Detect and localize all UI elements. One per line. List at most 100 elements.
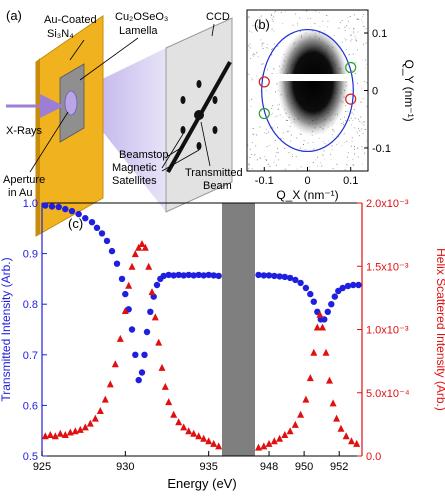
speckle-dot [297,24,298,26]
speckle-dot [360,19,362,21]
speckle-dot [345,111,347,112]
speckle-dot [351,89,353,91]
speckle-dot [290,134,292,136]
speckle-dot [364,129,366,130]
helix-point [306,374,314,382]
speckle-dot [266,47,268,49]
satellite-spot [196,80,202,88]
helix-point [106,380,114,388]
helix-point [91,414,99,422]
speckle-dot [278,159,279,161]
helix-point [135,243,143,251]
speckle-dot [251,154,253,155]
speckle-dot [362,133,364,135]
speckle-dot [343,133,345,135]
speckle-dot [266,129,268,130]
panel-b-axes: -0.1 0 0.10.10-0.1Q_X (nm⁻¹)Q_Y (nm⁻¹) [255,28,416,202]
speckle-dot [250,106,252,107]
speckle-dot [252,54,254,56]
speckle-dot [344,26,346,28]
speckle-dot [283,137,284,139]
speckle-dot [272,20,274,22]
speckle-dot [271,18,273,20]
speckle-dot [358,10,360,12]
transmitted-point [82,215,89,222]
panel-b: -0.1 0 0.10.10-0.1Q_X (nm⁻¹)Q_Y (nm⁻¹) (b) [246,9,416,202]
left-tick-label: 0.8 [23,299,38,311]
y-tick-label: -0.1 [372,143,391,155]
x-tick-label: 930 [116,461,134,473]
speckle-dot [366,105,368,107]
speckle-dot [263,28,265,30]
helix-point [165,398,173,406]
speckle-dot [358,120,360,122]
transmitted-point [276,273,283,280]
speckle-dot [334,34,336,36]
speckle-dot [320,162,322,164]
speckle-dot [330,154,331,156]
speckle-dot [271,15,273,17]
speckle-dot [300,166,302,168]
speckle-dot [282,22,284,24]
speckle-dot [344,37,346,39]
speckle-dot [262,63,264,65]
helix-point [145,262,153,270]
helix-point [342,432,350,440]
speckle-dot [251,168,253,170]
speckle-dot [249,148,251,150]
helix-point [313,323,321,331]
label-aperture: Aperture [3,174,45,186]
speckle-dot [353,127,355,129]
speckle-dot [272,105,274,107]
speckle-dot [255,145,257,147]
speckle-dot [345,39,347,41]
speckle-dot [271,54,273,56]
helix-point [281,431,289,438]
speckle-dot [265,90,267,92]
speckle-dot [256,52,258,54]
speckle-dot [252,142,253,143]
transmitted-point [324,308,331,315]
helix-point [151,313,159,321]
speckle-dot [299,133,301,134]
speckle-dot [315,159,317,161]
speckle-dot [274,140,276,141]
speckle-dot [271,113,273,115]
speckle-dot [354,62,356,64]
speckle-dot [360,101,362,103]
speckle-dot [351,120,353,122]
speckle-dot [323,150,325,152]
helix-point [125,281,133,289]
speckle-dot [292,154,294,155]
speckle-dot [289,126,291,127]
speckle-dot [365,59,367,61]
speckle-dot [247,89,248,91]
helix-point [41,432,49,440]
speckle-dot [346,164,348,166]
helix-point [128,262,136,270]
speckle-dot [343,132,345,134]
speckle-dot [351,145,352,147]
speckle-dot [284,147,286,149]
speckle-dot [280,138,282,140]
speckle-dot [261,63,263,65]
speckle-dot [282,132,284,134]
speckle-dot [305,149,307,150]
speckle-dot [269,127,271,129]
speckle-dot [362,59,364,61]
speckle-dot [361,87,363,89]
speckle-dot [350,40,352,42]
speckle-dot [261,43,263,45]
aperture-in-au [64,90,78,116]
speckle-dot [275,164,277,166]
speckle-dot [332,167,334,169]
speckle-dot [358,118,359,120]
speckle-dot [353,14,355,16]
speckle-dot [352,31,354,33]
speckle-dot [271,107,273,109]
speckle-dot [361,163,363,165]
speckle-dot [274,10,276,12]
speckle-dot [312,141,314,143]
speckle-dot [259,126,261,128]
